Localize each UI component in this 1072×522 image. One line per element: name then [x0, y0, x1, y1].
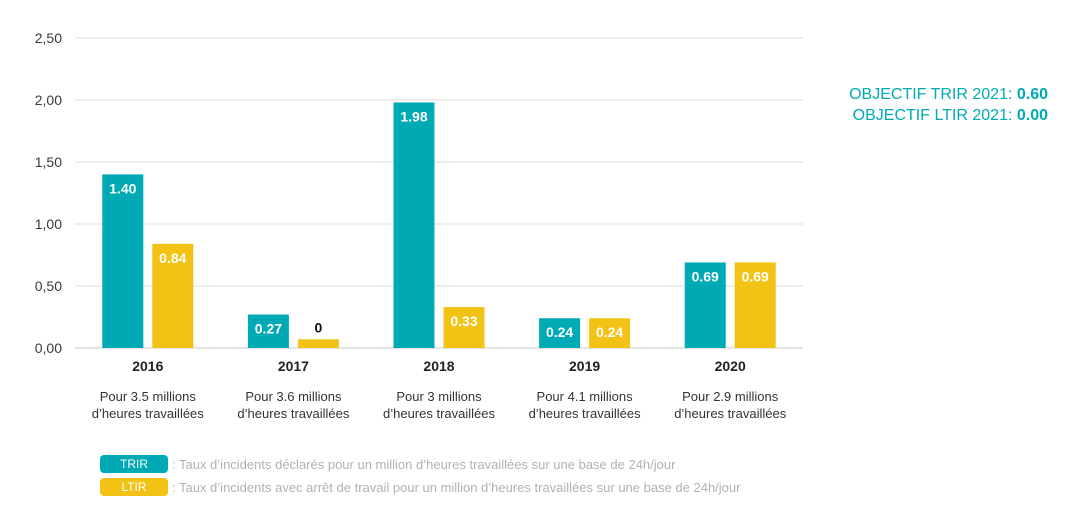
bar-ltir-2020 — [734, 262, 776, 348]
legend-swatch-ltir: LTIR — [100, 478, 168, 496]
y-tick-label: 1,00 — [35, 216, 62, 232]
bar-trir-2018 — [393, 102, 435, 348]
category-subtitle: d’heures travaillées — [237, 406, 350, 421]
y-tick-label: 2,00 — [35, 92, 62, 108]
category-subtitle: d’heures travaillées — [674, 406, 787, 421]
objective-ltir-value: 0.00 — [1016, 107, 1048, 124]
legend-item-trir: TRIR : Taux d’incidents déclarés pour un… — [100, 454, 740, 474]
legend-item-ltir: LTIR : Taux d’incidents avec arrêt de tr… — [100, 477, 740, 497]
x-tick-label: 2019 — [569, 358, 600, 374]
objectives-panel: OBJECTIF TRIR 2021: 0.60 OBJECTIF LTIR 2… — [849, 84, 1048, 126]
data-label-ltir-2019: 0.24 — [596, 324, 623, 340]
legend-description-trir: : Taux d’incidents déclarés pour un mill… — [172, 456, 676, 472]
category-subtitle: Pour 4.1 millions — [537, 389, 634, 404]
x-tick-label: 2016 — [132, 358, 163, 374]
bar-trir-2016 — [102, 174, 144, 348]
bar-trir-2017 — [247, 314, 289, 348]
legend-swatch-trir: TRIR — [100, 455, 168, 473]
y-tick-label: 1,50 — [35, 154, 62, 170]
data-label-ltir-2020: 0.69 — [742, 268, 769, 284]
objective-trir-value: 0.60 — [1016, 86, 1048, 103]
y-tick-label: 0,00 — [35, 340, 62, 356]
objective-trir-label: OBJECTIF TRIR 2021: — [849, 86, 1017, 103]
bar-trir-2020 — [684, 262, 726, 348]
x-tick-label: 2017 — [278, 358, 309, 374]
x-tick-label: 2018 — [423, 358, 454, 374]
objective-trir: OBJECTIF TRIR 2021: 0.60 — [849, 84, 1048, 105]
x-tick-label: 2020 — [715, 358, 746, 374]
y-tick-label: 2,50 — [35, 30, 62, 46]
bar-ltir-2016 — [152, 243, 194, 348]
data-label-trir-2019: 0.24 — [546, 324, 573, 340]
category-subtitle: Pour 3 millions — [396, 389, 482, 404]
objective-ltir: OBJECTIF LTIR 2021: 0.00 — [849, 105, 1048, 126]
category-subtitle: d’heures travaillées — [529, 406, 642, 421]
category-subtitle: d’heures travaillées — [383, 406, 496, 421]
category-subtitle: Pour 3.5 millions — [100, 389, 197, 404]
data-label-trir-2020: 0.69 — [692, 268, 719, 284]
data-label-ltir-2017: 0 — [315, 319, 323, 335]
data-label-ltir-2016: 0.84 — [159, 250, 186, 266]
objective-ltir-label: OBJECTIF LTIR 2021: — [852, 107, 1017, 124]
bar-ltir-2017 — [297, 339, 339, 348]
legend-description-ltir: : Taux d’incidents avec arrêt de travail… — [172, 479, 741, 495]
y-tick-label: 0,50 — [35, 278, 62, 294]
category-subtitle: d’heures travaillées — [92, 406, 205, 421]
bar-ltir-2019 — [589, 318, 631, 348]
data-label-trir-2016: 1.40 — [109, 180, 136, 196]
data-label-trir-2017: 0.27 — [255, 321, 282, 337]
category-subtitle: Pour 3.6 millions — [245, 389, 342, 404]
category-subtitle: Pour 2.9 millions — [682, 389, 779, 404]
bar-ltir-2018 — [443, 307, 485, 348]
legend: TRIR : Taux d’incidents déclarés pour un… — [100, 454, 740, 500]
data-label-ltir-2018: 0.33 — [450, 313, 477, 329]
data-label-trir-2018: 1.98 — [400, 108, 427, 124]
bar-trir-2019 — [539, 318, 581, 348]
